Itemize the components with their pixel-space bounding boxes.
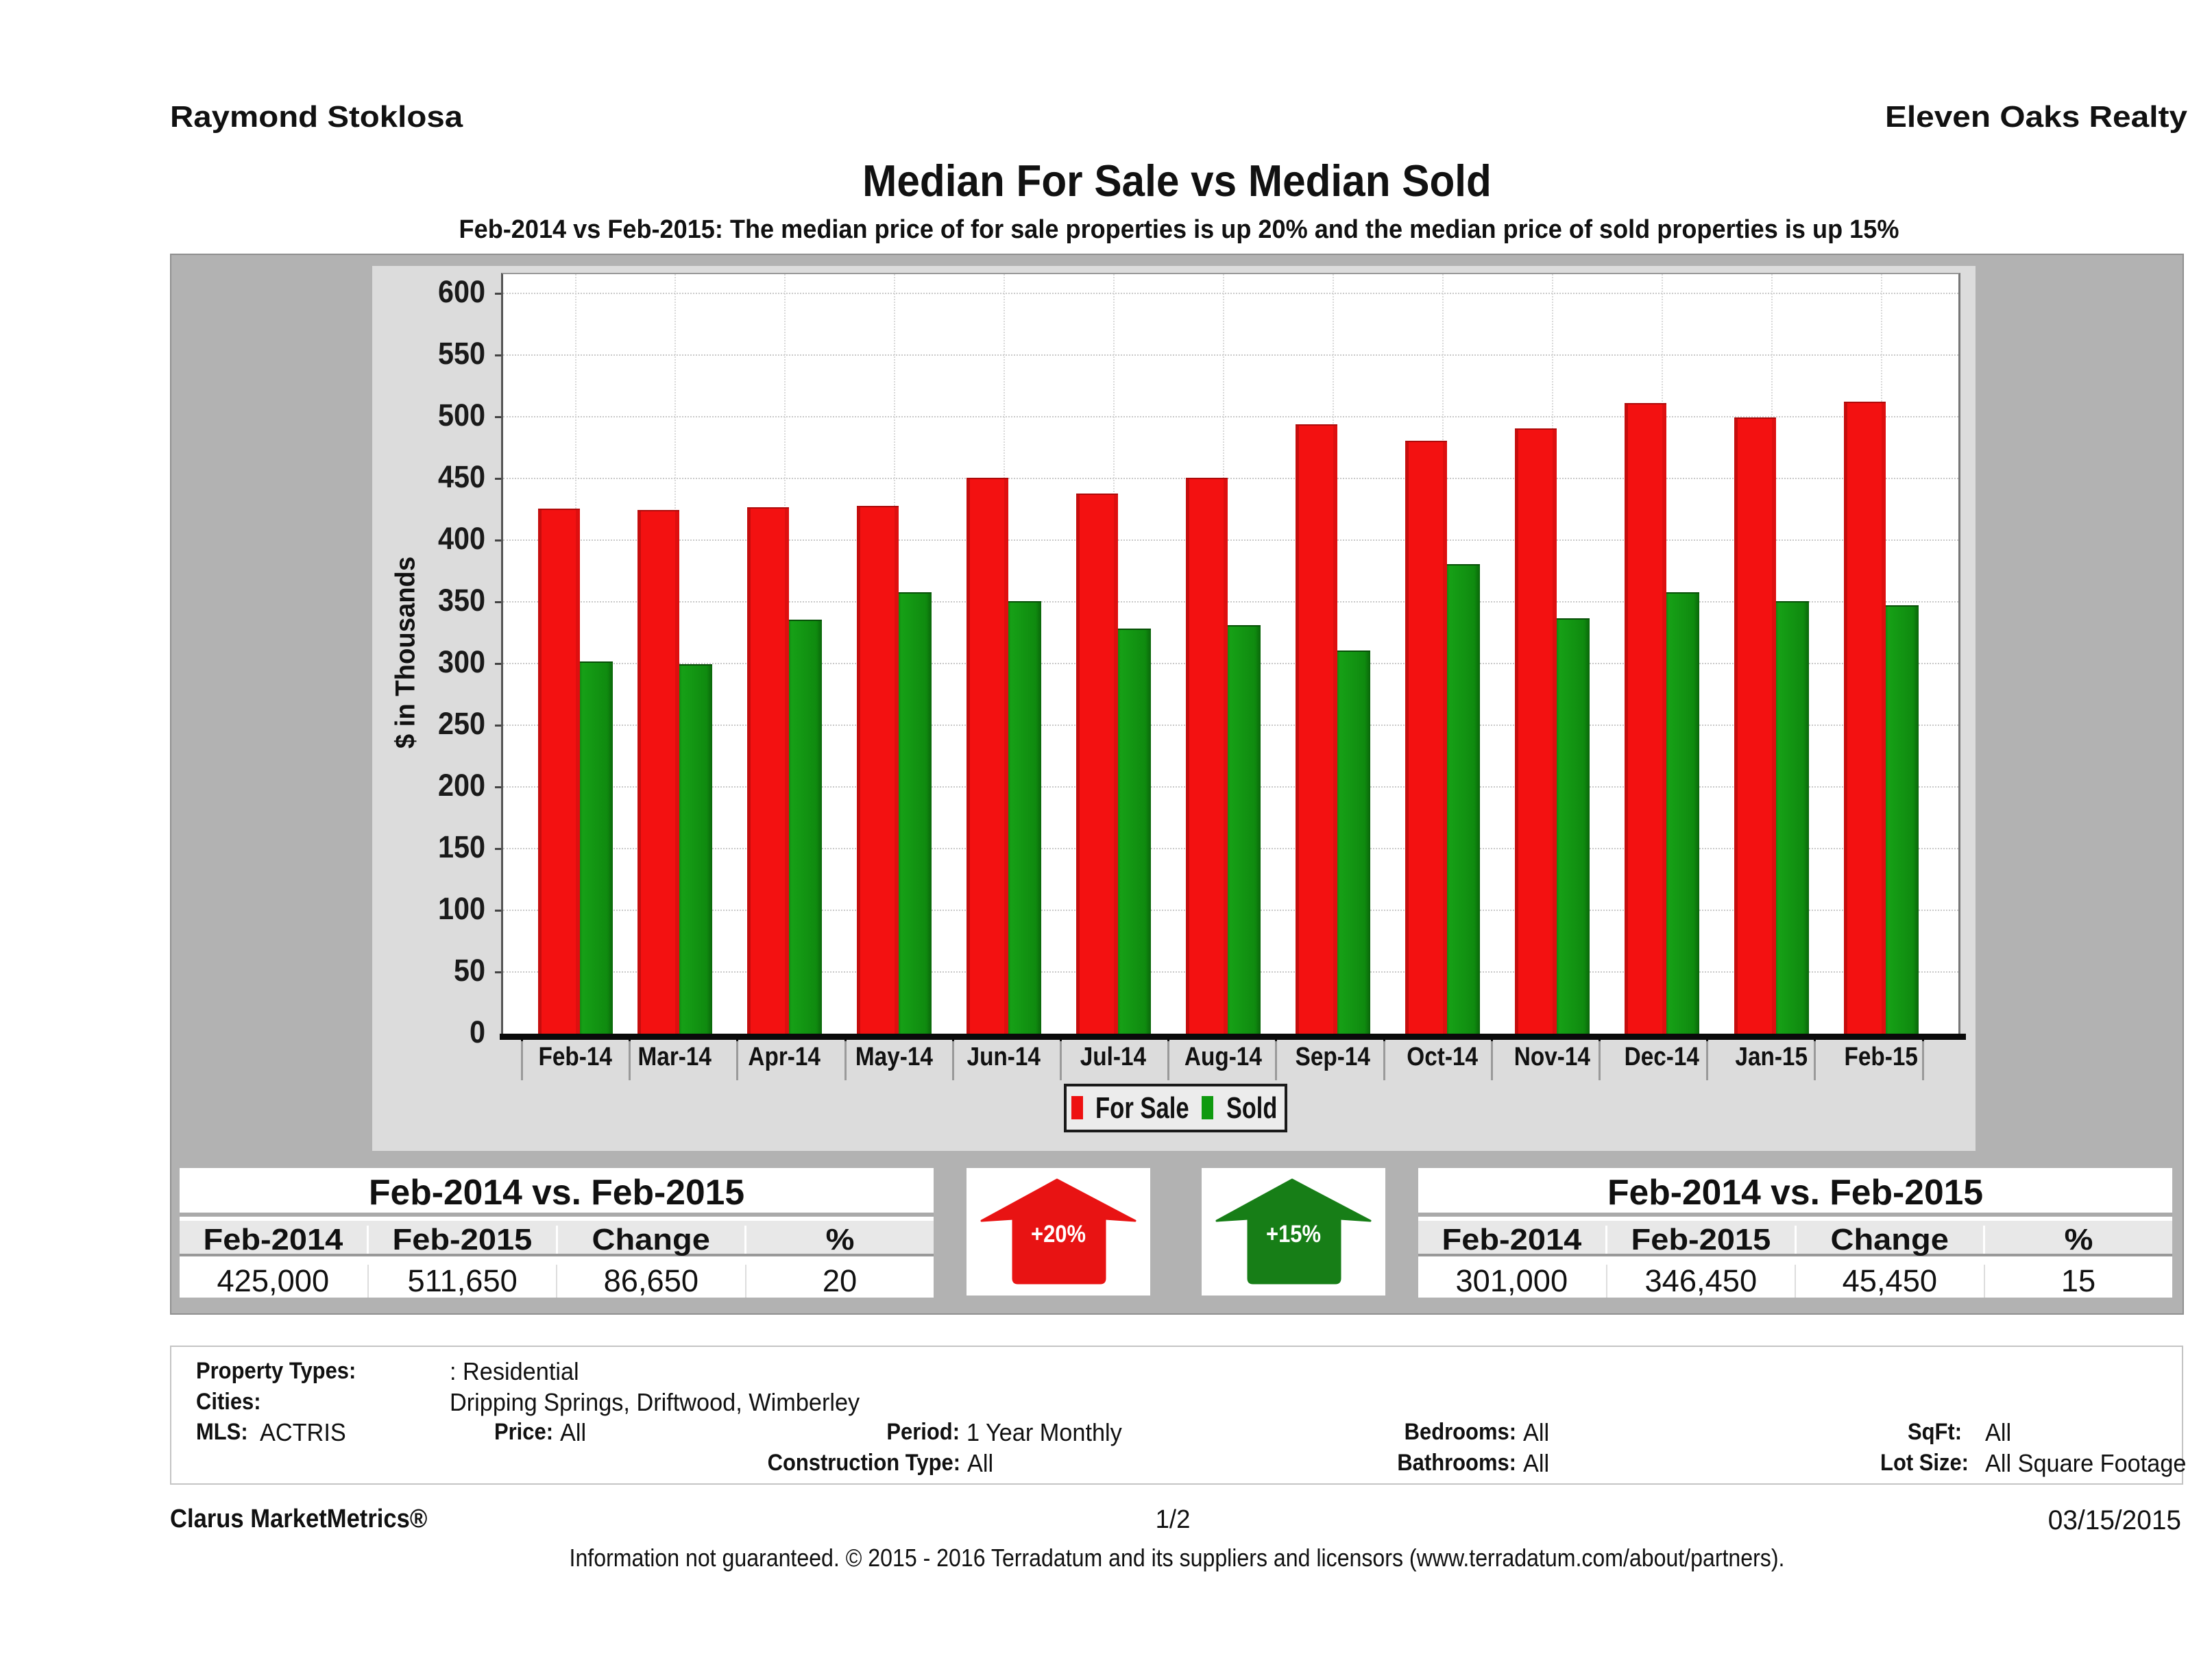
svg-text:+15%: +15% <box>1266 1220 1321 1247</box>
svg-text:+20%: +20% <box>1031 1220 1086 1247</box>
